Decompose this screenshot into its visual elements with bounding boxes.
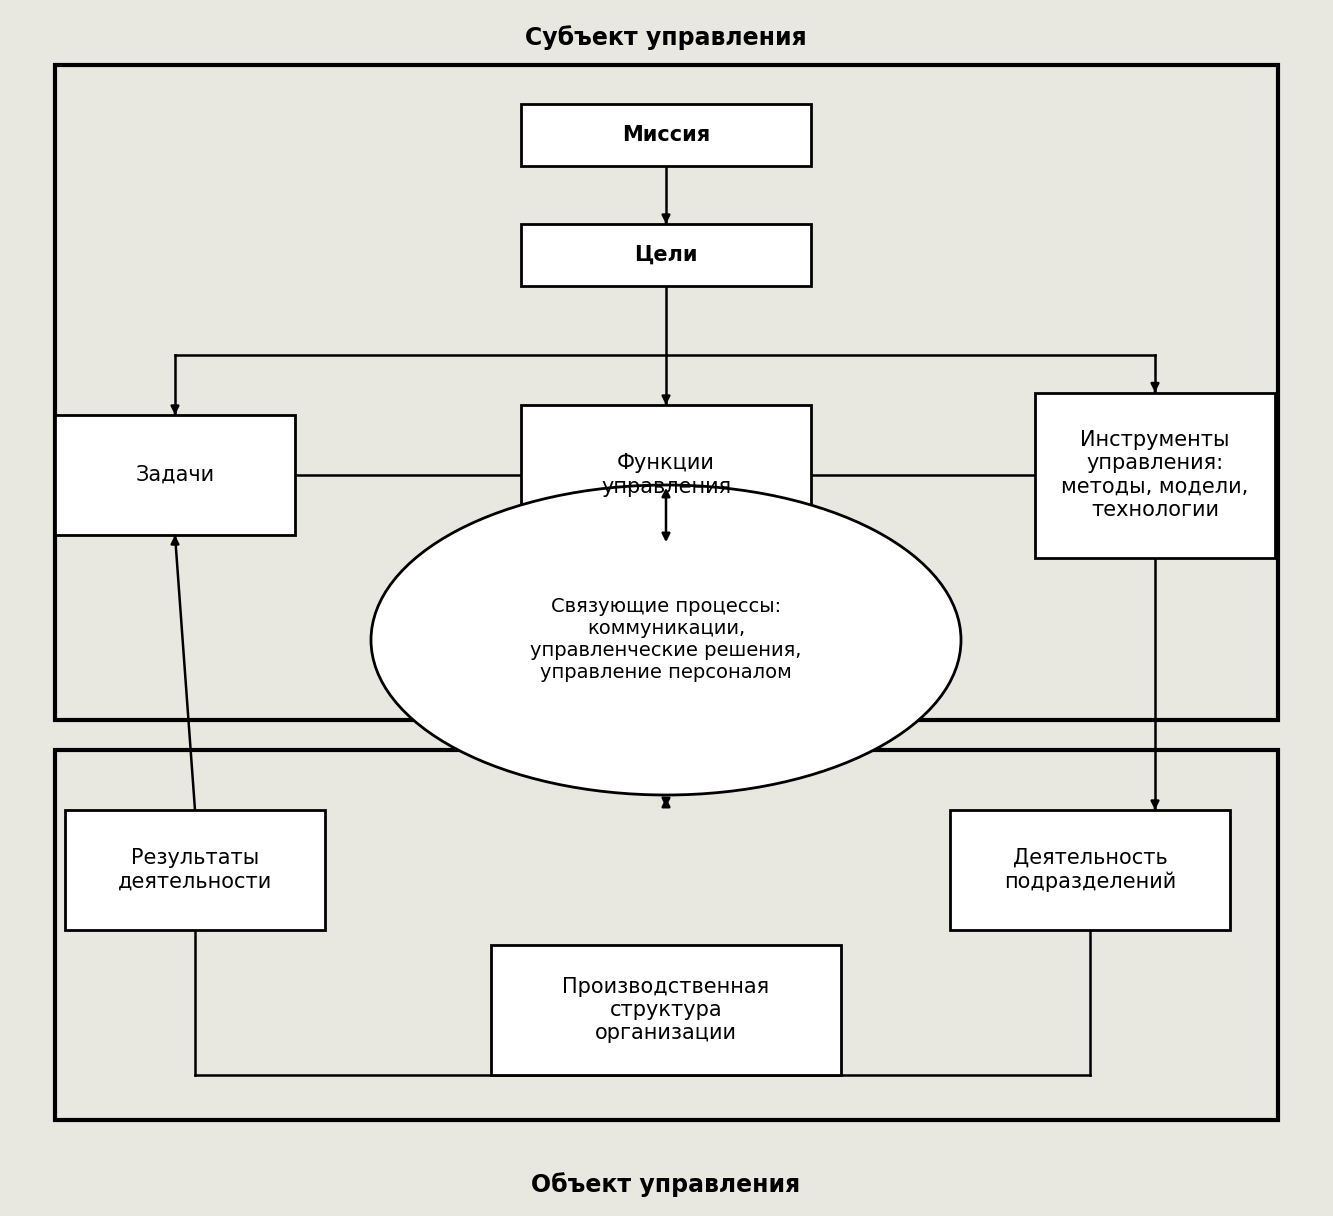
Text: Производственная
структура
организации: Производственная структура организации <box>563 976 769 1043</box>
Text: Инструменты
управления:
методы, модели,
технологии: Инструменты управления: методы, модели, … <box>1061 430 1249 519</box>
Ellipse shape <box>371 485 961 795</box>
Text: Субъект управления: Субъект управления <box>525 26 806 50</box>
Text: Цели: Цели <box>635 244 697 265</box>
Text: Деятельность
подразделений: Деятельность подразделений <box>1004 848 1176 891</box>
Text: Объект управления: Объект управления <box>532 1172 801 1198</box>
Bar <box>950 810 1230 930</box>
Bar <box>65 810 325 930</box>
Bar <box>55 750 1278 1120</box>
Bar <box>521 105 810 167</box>
Text: Функции
управления: Функции управления <box>601 454 730 496</box>
Bar <box>55 64 1278 720</box>
Bar <box>491 945 841 1075</box>
Text: Миссия: Миссия <box>623 125 710 145</box>
Text: Связующие процессы:
коммуникации,
управленческие решения,
управление персоналом: Связующие процессы: коммуникации, управл… <box>531 597 801 682</box>
Bar <box>521 405 810 545</box>
Bar <box>521 224 810 286</box>
Text: Результаты
деятельности: Результаты деятельности <box>117 849 272 891</box>
Bar <box>1034 393 1274 557</box>
Text: Задачи: Задачи <box>136 465 215 485</box>
Bar <box>55 415 295 535</box>
